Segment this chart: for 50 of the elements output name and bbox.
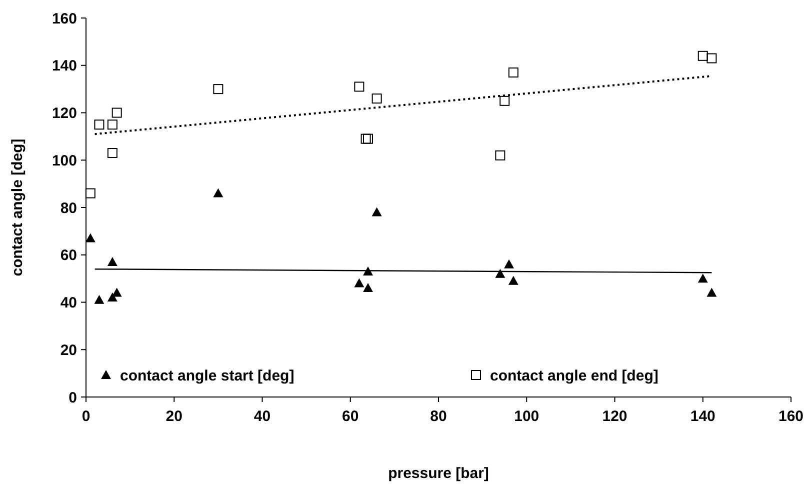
x-axis-title: pressure [bar] xyxy=(388,465,489,482)
x-tick-label: 160 xyxy=(778,408,804,425)
point xyxy=(107,148,118,158)
y-tick-label: 60 xyxy=(60,247,77,264)
point xyxy=(85,188,96,198)
y-tick-label: 100 xyxy=(52,152,77,170)
point xyxy=(354,82,364,92)
x-tick-label: 40 xyxy=(254,408,271,425)
point xyxy=(698,274,708,283)
point xyxy=(500,96,510,106)
x-tick-label: 140 xyxy=(690,408,716,425)
x-tick-label: 100 xyxy=(514,408,540,425)
point xyxy=(698,50,708,61)
y-tick-label: 120 xyxy=(52,105,77,122)
x-tick-label: 60 xyxy=(342,408,359,425)
point xyxy=(107,120,118,130)
point xyxy=(363,134,373,144)
point xyxy=(495,268,506,278)
point xyxy=(372,207,382,216)
point xyxy=(706,53,717,64)
point xyxy=(94,294,104,304)
legend-label: contact angle start [deg] xyxy=(120,367,294,384)
point xyxy=(354,278,364,288)
point xyxy=(213,84,224,94)
x-tick-label: 0 xyxy=(82,408,90,425)
point xyxy=(495,150,506,160)
x-tick-label: 120 xyxy=(602,408,628,425)
point xyxy=(213,188,224,198)
y-tick-label: 80 xyxy=(60,200,77,217)
point xyxy=(508,67,518,78)
point xyxy=(508,276,518,285)
point xyxy=(504,259,514,268)
legend-label: contact angle end [deg] xyxy=(490,367,658,384)
y-tick-label: 140 xyxy=(52,58,77,75)
point xyxy=(372,94,382,104)
point xyxy=(706,288,717,297)
point xyxy=(363,283,373,292)
x-tick-label: 20 xyxy=(166,408,182,425)
point xyxy=(112,288,122,297)
y-tick-label: 20 xyxy=(60,342,77,359)
point xyxy=(107,256,118,266)
y-tick-label: 160 xyxy=(52,10,77,28)
x-tick-label: 80 xyxy=(430,408,447,425)
y-tick-label: 0 xyxy=(68,389,77,406)
point xyxy=(85,233,96,242)
y-tick-label: 40 xyxy=(60,294,77,312)
point xyxy=(360,134,371,144)
y-axis-title: contact angle [deg] xyxy=(9,138,26,276)
point xyxy=(94,120,104,130)
point xyxy=(112,108,122,118)
